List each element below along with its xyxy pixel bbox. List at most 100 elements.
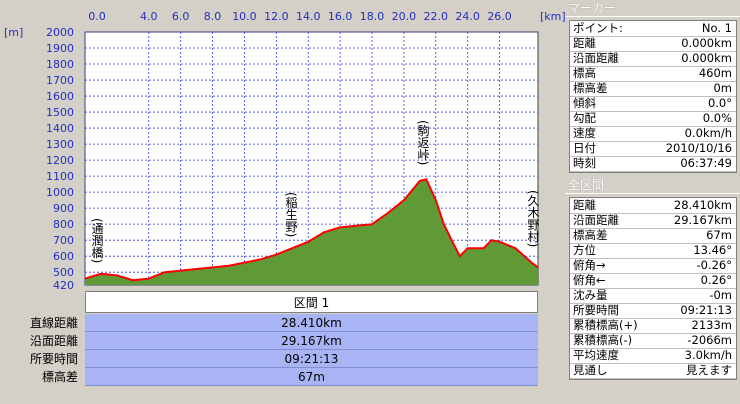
row-label: 俯角← (573, 273, 606, 287)
row-value: 0.000km (681, 51, 732, 65)
row-label: 標高差 (573, 81, 608, 95)
x-tick-label: 12.0 (264, 10, 289, 23)
panel-row: 距離 0.000km (570, 36, 736, 52)
row-label: 標高差 (573, 228, 608, 242)
row-value: 2133m (691, 318, 732, 332)
row-value: 0.0° (707, 96, 732, 110)
row-value: 0m (713, 81, 732, 95)
y-tick-label: 2000 (46, 26, 74, 39)
panel-row: 累積標高(-) -2066m (570, 333, 736, 349)
segment-value: 67m (85, 368, 538, 386)
y-tick-label: 1300 (46, 138, 74, 151)
y-axis-label: [m] (4, 26, 23, 39)
panel-row: 標高差 0m (570, 81, 736, 97)
x-tick-label: 4.0 (140, 10, 158, 23)
segment-value: 09:21:13 (85, 350, 538, 368)
segment-label: 標高差 (41, 370, 78, 384)
segment-title: 区間 1 (85, 291, 538, 313)
row-label: 所要時間 (573, 303, 619, 317)
row-value: -0.26° (696, 258, 732, 272)
panel-table: 距離 28.410km 沿面距離 29.167km 標高差 67m 方位 13.46° 俯角→ -… (569, 197, 737, 380)
x-tick-label: 20.0 (392, 10, 417, 23)
elevation-line (84, 178, 539, 282)
row-label: 沈み量 (573, 288, 608, 302)
y-tick-label: 1700 (46, 74, 74, 87)
x-tick-label: 14.0 (296, 10, 321, 23)
y-tick-label: 600 (53, 250, 74, 263)
x-tick-label: 16.0 (328, 10, 353, 23)
row-label: 日付 (573, 141, 596, 155)
panel-row: 所要時間 09:21:13 (570, 303, 736, 319)
place-annotation: (駒返峠) (416, 120, 430, 165)
row-value: 0.26° (700, 273, 732, 287)
y-tick-label: 900 (53, 202, 74, 215)
row-label: 平均速度 (573, 348, 619, 362)
x-tick-label: 22.0 (424, 10, 449, 23)
place-annotation: (久木野村) (526, 190, 540, 247)
row-label: 速度 (573, 126, 596, 140)
row-label: 沿面距離 (573, 51, 619, 65)
panel-table: ポイント: No. 1 距離 0.000km 沿面距離 0.000km 標高 460m 標高差 0… (569, 20, 737, 173)
y-tick-label: 1800 (46, 58, 74, 71)
row-label: 時刻 (573, 156, 596, 170)
panel-row: ポイント: No. 1 (570, 21, 736, 37)
panel-row: 方位 13.46° (570, 243, 736, 259)
row-value: 28.410km (673, 198, 732, 212)
panel-row: 沿面距離 0.000km (570, 51, 736, 67)
x-tick-label: 24.0 (455, 10, 480, 23)
row-value: 09:21:13 (680, 303, 732, 317)
row-value: 67m (706, 228, 732, 242)
row-value: 0.0km/h (684, 126, 732, 140)
panel-row: 沈み量 -0m (570, 288, 736, 304)
y-tick-label: 1600 (46, 90, 74, 103)
y-tick-label: 800 (53, 218, 74, 231)
x-tick-label: 8.0 (204, 10, 222, 23)
row-label: 俯角→ (573, 258, 606, 272)
x-tick-label: 10.0 (232, 10, 257, 23)
y-tick-label: 1000 (46, 186, 74, 199)
panel-row: 平均速度 3.0km/h (570, 348, 736, 364)
row-value: 13.46° (693, 243, 732, 257)
y-tick-label: 1400 (46, 122, 74, 135)
row-value: 0.0% (702, 111, 732, 125)
row-label: 見通し (573, 363, 608, 377)
segment-value: 28.410km (85, 314, 538, 332)
segment-label: 沿面距離 (29, 334, 78, 348)
row-value: 29.167km (673, 213, 732, 227)
row-label: 距離 (573, 36, 596, 50)
y-tick-label: 1900 (46, 42, 74, 55)
place-annotation: (稲生野) (284, 192, 298, 237)
row-value: -2066m (687, 333, 732, 347)
panel-row: 見通し 見えます (570, 363, 736, 379)
row-value: 460m (698, 66, 732, 80)
row-value: 0.000km (681, 36, 732, 50)
panel-row: 俯角← 0.26° (570, 273, 736, 289)
panel-row: 傾斜 0.0° (570, 96, 736, 112)
panel-row: 俯角→ -0.26° (570, 258, 736, 274)
panel-title: マーカー (565, 0, 740, 17)
row-value: 2010/10/16 (665, 141, 732, 155)
row-label: 距離 (573, 198, 596, 212)
panel-title: 全区間 (565, 177, 740, 194)
segment-label: 所要時間 (29, 352, 78, 366)
row-value: -0m (709, 288, 732, 302)
panel-row: 沿面距離 29.167km (570, 213, 736, 229)
y-tick-label: 1200 (46, 154, 74, 167)
row-label: ポイント: (573, 21, 623, 35)
x-tick-label: 6.0 (172, 10, 190, 23)
panel-row: 速度 0.0km/h (570, 126, 736, 142)
panel-row: 時刻 06:37:49 (570, 156, 736, 172)
place-annotation: (通潤橋) (90, 218, 104, 263)
row-value: 3.0km/h (684, 348, 732, 362)
x-tick-label: 18.0 (360, 10, 385, 23)
row-label: 方位 (573, 243, 596, 257)
panel-row: 距離 28.410km (570, 198, 736, 214)
x-tick-label: 0.0 (88, 10, 106, 23)
row-label: 勾配 (573, 111, 596, 125)
row-value: 見えます (686, 363, 732, 377)
row-value: No. 1 (701, 21, 732, 35)
row-value: 06:37:49 (680, 156, 732, 170)
panel-row: 日付 2010/10/16 (570, 141, 736, 157)
y-tick-label: 1500 (46, 106, 74, 119)
